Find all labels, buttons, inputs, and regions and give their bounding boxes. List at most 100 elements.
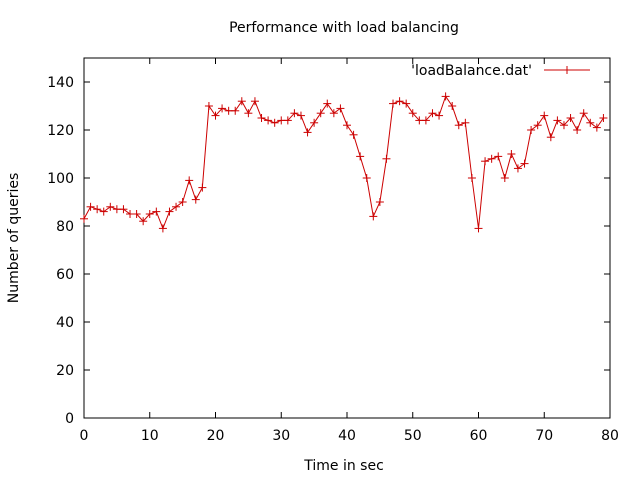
data-point bbox=[592, 123, 601, 132]
data-point bbox=[356, 152, 365, 161]
legend: 'loadBalance.dat' bbox=[411, 63, 590, 79]
data-point bbox=[336, 104, 345, 113]
data-point bbox=[454, 121, 463, 130]
y-tick-label: 140 bbox=[47, 75, 74, 91]
data-point bbox=[343, 121, 351, 130]
y-tick-label: 20 bbox=[56, 363, 74, 379]
data-point bbox=[382, 154, 391, 163]
data-point bbox=[553, 116, 562, 125]
data-point bbox=[527, 126, 536, 134]
y-tick-label: 60 bbox=[56, 267, 74, 283]
data-point bbox=[270, 118, 279, 127]
data-point bbox=[395, 97, 404, 106]
plot-frame bbox=[83, 57, 611, 419]
data-point bbox=[158, 224, 167, 233]
data-point bbox=[375, 198, 384, 206]
data-point bbox=[178, 198, 187, 206]
x-axis: 0 10 20 30 40 50 60 70 80 bbox=[80, 58, 619, 444]
data-point bbox=[139, 217, 148, 226]
x-tick-label: 60 bbox=[470, 428, 488, 444]
data-point bbox=[507, 150, 516, 158]
legend-label: 'loadBalance.dat' bbox=[411, 63, 532, 79]
data-point bbox=[316, 109, 325, 118]
data-point bbox=[599, 114, 608, 122]
data-point bbox=[303, 128, 312, 137]
data-point bbox=[323, 99, 332, 108]
data-point bbox=[474, 224, 483, 233]
y-axis: 0 20 40 60 80 100 120 140 bbox=[47, 75, 610, 427]
legend-marker bbox=[563, 66, 571, 74]
data-point bbox=[402, 99, 411, 108]
data-point bbox=[99, 207, 108, 216]
y-tick-label: 120 bbox=[47, 123, 74, 139]
data-point bbox=[500, 174, 509, 182]
data-point bbox=[296, 111, 305, 120]
y-axis-label: Number of queries bbox=[6, 173, 22, 304]
x-tick-label: 0 bbox=[80, 428, 89, 444]
data-point bbox=[579, 109, 588, 118]
data-point bbox=[586, 118, 595, 127]
data-point bbox=[421, 116, 430, 125]
data-point bbox=[290, 109, 299, 118]
x-tick-label: 40 bbox=[338, 428, 356, 444]
y-tick-label: 100 bbox=[47, 171, 74, 187]
data-point bbox=[362, 174, 371, 182]
data-point bbox=[204, 102, 213, 110]
x-tick-label: 30 bbox=[272, 428, 290, 444]
data-point bbox=[257, 114, 266, 122]
data-point bbox=[250, 97, 259, 106]
data-point bbox=[264, 116, 273, 125]
data-point bbox=[310, 118, 319, 127]
y-tick-label: 0 bbox=[65, 411, 74, 427]
data-point bbox=[237, 97, 246, 106]
series-loadbalance bbox=[80, 92, 608, 233]
x-tick-label: 80 bbox=[601, 428, 619, 444]
data-point bbox=[428, 109, 437, 118]
data-point bbox=[441, 92, 450, 101]
data-point bbox=[185, 176, 194, 185]
data-point bbox=[283, 116, 292, 125]
data-point bbox=[559, 121, 568, 130]
y-tick-label: 40 bbox=[56, 315, 74, 331]
data-point bbox=[369, 212, 378, 221]
x-tick-label: 20 bbox=[207, 428, 225, 444]
x-tick-label: 50 bbox=[404, 428, 422, 444]
data-point bbox=[467, 174, 476, 182]
data-point bbox=[540, 111, 549, 120]
data-point bbox=[218, 104, 227, 113]
data-point bbox=[172, 202, 181, 211]
data-point bbox=[566, 114, 575, 122]
data-point bbox=[481, 157, 490, 166]
data-point bbox=[80, 214, 88, 223]
data-point bbox=[119, 205, 128, 214]
data-point bbox=[244, 109, 253, 118]
data-point bbox=[349, 130, 358, 139]
data-point bbox=[533, 121, 542, 130]
x-tick-label: 70 bbox=[535, 428, 553, 444]
chart-title: Performance with load balancing bbox=[229, 20, 459, 36]
y-tick-label: 80 bbox=[56, 219, 74, 235]
data-point bbox=[513, 164, 522, 173]
data-point bbox=[145, 210, 154, 218]
data-point bbox=[106, 202, 115, 211]
data-point bbox=[487, 154, 496, 163]
data-point bbox=[389, 99, 398, 108]
data-point bbox=[211, 111, 220, 120]
data-point bbox=[86, 202, 95, 211]
data-point bbox=[546, 133, 555, 142]
data-point bbox=[573, 126, 582, 134]
data-point bbox=[329, 109, 338, 118]
data-point bbox=[165, 207, 174, 216]
data-point bbox=[132, 210, 141, 218]
data-point bbox=[408, 109, 417, 118]
data-point bbox=[448, 102, 457, 110]
data-point bbox=[191, 195, 200, 204]
x-axis-label: Time in sec bbox=[303, 458, 384, 474]
data-point bbox=[461, 118, 470, 127]
data-point bbox=[93, 205, 102, 214]
data-point bbox=[198, 183, 207, 192]
data-point bbox=[152, 207, 161, 216]
x-tick-label: 10 bbox=[141, 428, 159, 444]
series-line bbox=[83, 95, 604, 230]
